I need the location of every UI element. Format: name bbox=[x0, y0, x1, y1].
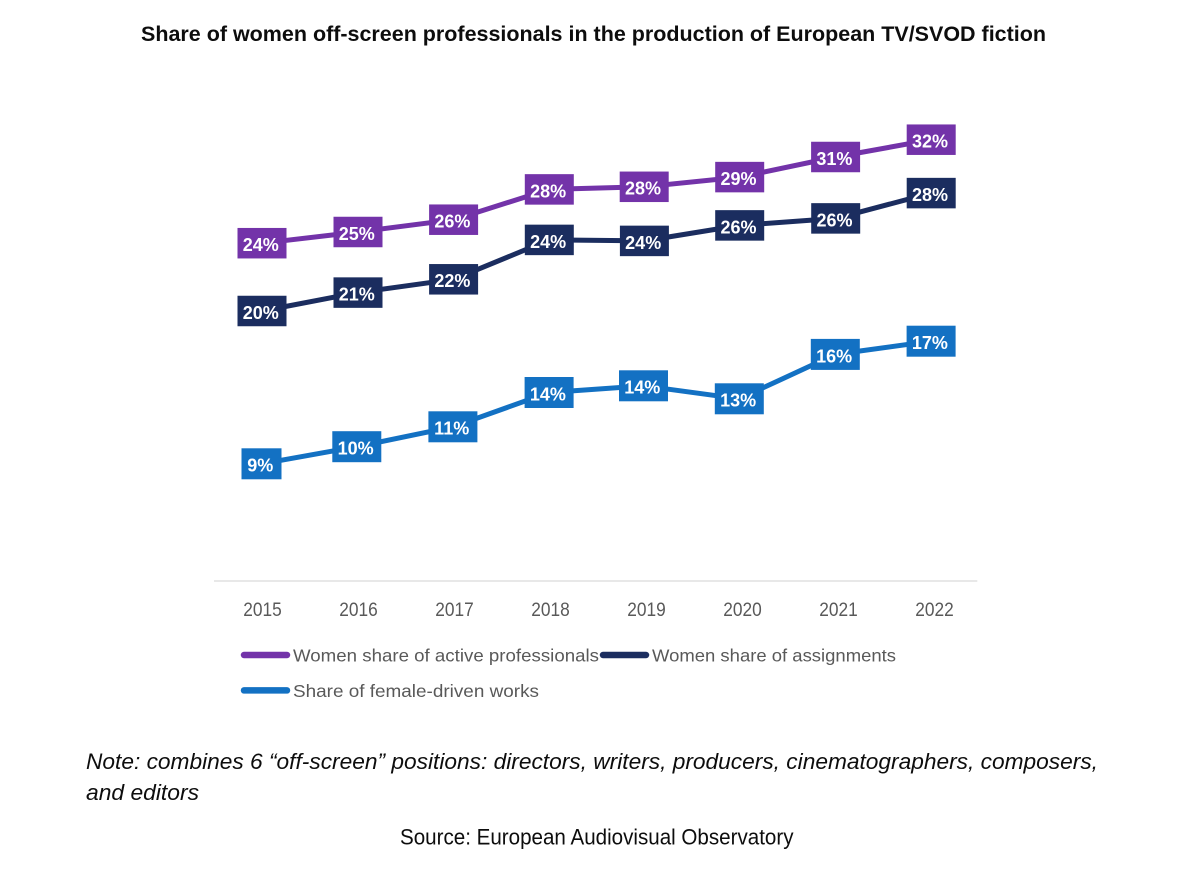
svg-text:32%: 32% bbox=[912, 132, 948, 152]
svg-text:29%: 29% bbox=[720, 169, 756, 189]
svg-text:24%: 24% bbox=[530, 232, 566, 252]
svg-text:2020: 2020 bbox=[723, 600, 762, 621]
svg-text:Note: combines 6 “off-screen”: Note: combines 6 “off-screen” positions:… bbox=[86, 749, 1098, 774]
svg-text:24%: 24% bbox=[243, 235, 279, 255]
svg-text:20%: 20% bbox=[243, 303, 279, 323]
svg-text:and editors: and editors bbox=[86, 780, 199, 805]
svg-text:26%: 26% bbox=[816, 210, 852, 230]
svg-text:2022: 2022 bbox=[915, 600, 954, 621]
svg-text:16%: 16% bbox=[816, 346, 852, 366]
svg-text:14%: 14% bbox=[530, 384, 566, 404]
svg-text:26%: 26% bbox=[434, 212, 470, 232]
svg-text:11%: 11% bbox=[434, 419, 469, 439]
svg-text:Women share of assignments: Women share of assignments bbox=[652, 646, 896, 666]
svg-text:2021: 2021 bbox=[819, 600, 858, 621]
svg-text:26%: 26% bbox=[720, 217, 756, 237]
svg-text:28%: 28% bbox=[625, 179, 661, 199]
svg-text:2018: 2018 bbox=[531, 600, 570, 621]
svg-text:Share of female-driven works: Share of female-driven works bbox=[293, 681, 539, 701]
svg-text:28%: 28% bbox=[530, 181, 566, 201]
svg-text:22%: 22% bbox=[434, 271, 470, 291]
svg-text:13%: 13% bbox=[720, 391, 756, 411]
svg-text:2019: 2019 bbox=[627, 600, 666, 621]
svg-text:Women share of active professi: Women share of active professionals bbox=[293, 646, 599, 666]
svg-text:2016: 2016 bbox=[339, 600, 378, 621]
svg-text:10%: 10% bbox=[338, 439, 374, 459]
svg-text:14%: 14% bbox=[624, 378, 660, 398]
svg-text:Share of women off-screen prof: Share of women off-screen professionals … bbox=[141, 22, 1046, 46]
svg-text:2015: 2015 bbox=[243, 600, 282, 621]
svg-text:25%: 25% bbox=[339, 224, 375, 244]
svg-text:21%: 21% bbox=[339, 285, 375, 305]
svg-text:28%: 28% bbox=[912, 185, 948, 205]
svg-text:31%: 31% bbox=[816, 149, 852, 169]
svg-text:Source: European Audiovisual O: Source: European Audiovisual Observatory bbox=[400, 825, 794, 850]
svg-text:9%: 9% bbox=[247, 456, 273, 476]
svg-text:24%: 24% bbox=[625, 233, 661, 253]
svg-text:17%: 17% bbox=[912, 333, 948, 353]
svg-text:2017: 2017 bbox=[435, 600, 474, 621]
